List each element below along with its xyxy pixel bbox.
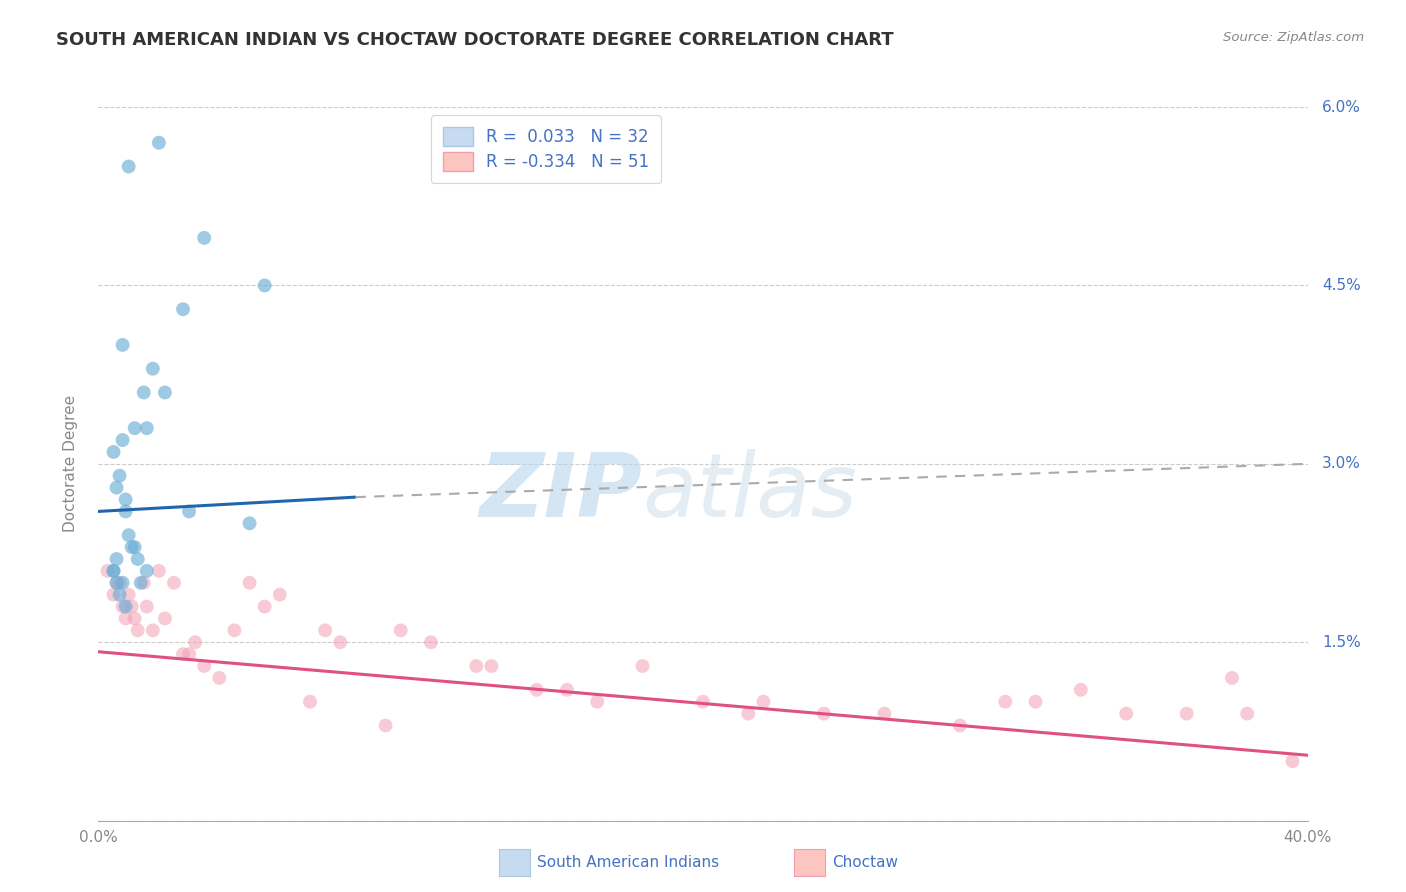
Point [1236,706,1258,721]
Text: Choctaw: Choctaw [832,855,898,870]
Text: SOUTH AMERICAN INDIAN VS CHOCTAW DOCTORATE DEGREE CORRELATION CHART: SOUTH AMERICAN INDIAN VS CHOCTAW DOCTORA… [56,31,894,49]
Point [108,588,131,602]
Point [135,421,157,435]
Point [172,302,194,317]
Point [108,575,131,590]
Point [105,552,128,566]
Point [314,624,336,638]
Point [111,575,134,590]
Point [135,564,157,578]
Point [737,706,759,721]
Text: 4.5%: 4.5% [1322,278,1361,293]
Point [118,588,141,602]
Point [127,552,149,566]
Point [153,611,176,625]
Point [465,659,488,673]
Point [184,635,207,649]
Point [253,278,276,293]
Point [586,695,609,709]
Point [129,575,152,590]
Point [105,481,128,495]
Point [420,635,443,649]
Point [103,445,125,459]
Point [193,659,215,673]
Point [239,516,262,531]
Point [153,385,176,400]
Point [132,385,155,400]
Point [389,624,412,638]
Text: 1.5%: 1.5% [1322,635,1361,649]
Text: atlas: atlas [643,450,858,535]
Text: Source: ZipAtlas.com: Source: ZipAtlas.com [1223,31,1364,45]
Point [299,695,322,709]
Point [208,671,231,685]
Point [124,611,146,625]
Point [114,504,136,518]
Point [111,338,134,352]
Point [374,718,396,732]
Point [121,599,143,614]
Point [1070,682,1092,697]
Point [329,635,352,649]
Point [118,528,141,542]
Point [1175,706,1198,721]
Point [752,695,775,709]
Point [179,504,201,518]
Point [555,682,578,697]
Point [105,575,128,590]
Point [114,611,136,625]
Point [994,695,1017,709]
Point [269,588,291,602]
Point [1115,706,1137,721]
Legend: R =  0.033   N = 32, R = -0.334   N = 51: R = 0.033 N = 32, R = -0.334 N = 51 [430,115,661,183]
Text: ZIP: ZIP [479,449,643,536]
Text: 3.0%: 3.0% [1322,457,1361,471]
Point [103,564,125,578]
Point [631,659,654,673]
Point [239,575,262,590]
Point [148,136,170,150]
Y-axis label: Doctorate Degree: Doctorate Degree [63,395,77,533]
Point [142,624,165,638]
Point [142,361,165,376]
Point [103,588,125,602]
Point [873,706,896,721]
Point [1220,671,1243,685]
Point [163,575,186,590]
Point [526,682,548,697]
Point [148,564,170,578]
Point [124,540,146,554]
Text: South American Indians: South American Indians [537,855,720,870]
Point [127,624,149,638]
Point [1281,754,1303,768]
Point [108,468,131,483]
Point [692,695,714,709]
Point [114,492,136,507]
Point [179,647,201,661]
Point [103,564,125,578]
Text: 6.0%: 6.0% [1322,100,1361,114]
Point [111,433,134,447]
Point [118,160,141,174]
Point [813,706,835,721]
Point [481,659,503,673]
Point [132,575,155,590]
Point [253,599,276,614]
Point [124,421,146,435]
Point [1024,695,1046,709]
Point [193,231,215,245]
Point [949,718,972,732]
Point [96,564,118,578]
Point [111,599,134,614]
Point [172,647,194,661]
Point [135,599,157,614]
Point [224,624,246,638]
Point [105,575,128,590]
Point [121,540,143,554]
Point [114,599,136,614]
